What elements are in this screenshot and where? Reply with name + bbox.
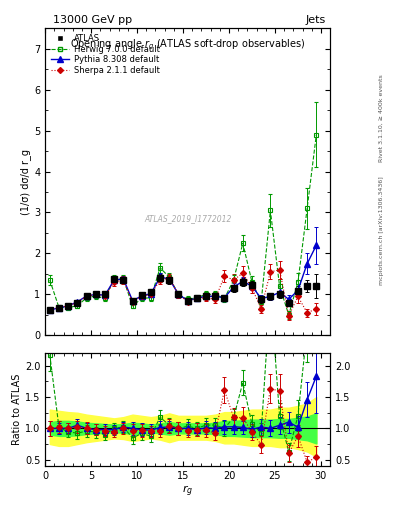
Text: Opening angle $r_g$ (ATLAS soft-drop observables): Opening angle $r_g$ (ATLAS soft-drop obs…	[70, 37, 305, 52]
Text: mcplots.cern.ch [arXiv:1306.3436]: mcplots.cern.ch [arXiv:1306.3436]	[379, 176, 384, 285]
Text: 13000 GeV pp: 13000 GeV pp	[53, 15, 132, 26]
Y-axis label: Ratio to ATLAS: Ratio to ATLAS	[12, 374, 22, 445]
Legend: ATLAS, Herwig 7.0.0 default, Pythia 8.308 default, Sherpa 2.1.1 default: ATLAS, Herwig 7.0.0 default, Pythia 8.30…	[50, 32, 161, 77]
Text: ATLAS_2019_I1772012: ATLAS_2019_I1772012	[144, 214, 231, 223]
Y-axis label: (1/σ) dσ/d r_g: (1/σ) dσ/d r_g	[20, 149, 31, 215]
Text: Rivet 3.1.10, ≥ 400k events: Rivet 3.1.10, ≥ 400k events	[379, 74, 384, 162]
Text: Jets: Jets	[306, 15, 326, 26]
X-axis label: $r_g$: $r_g$	[182, 483, 193, 499]
